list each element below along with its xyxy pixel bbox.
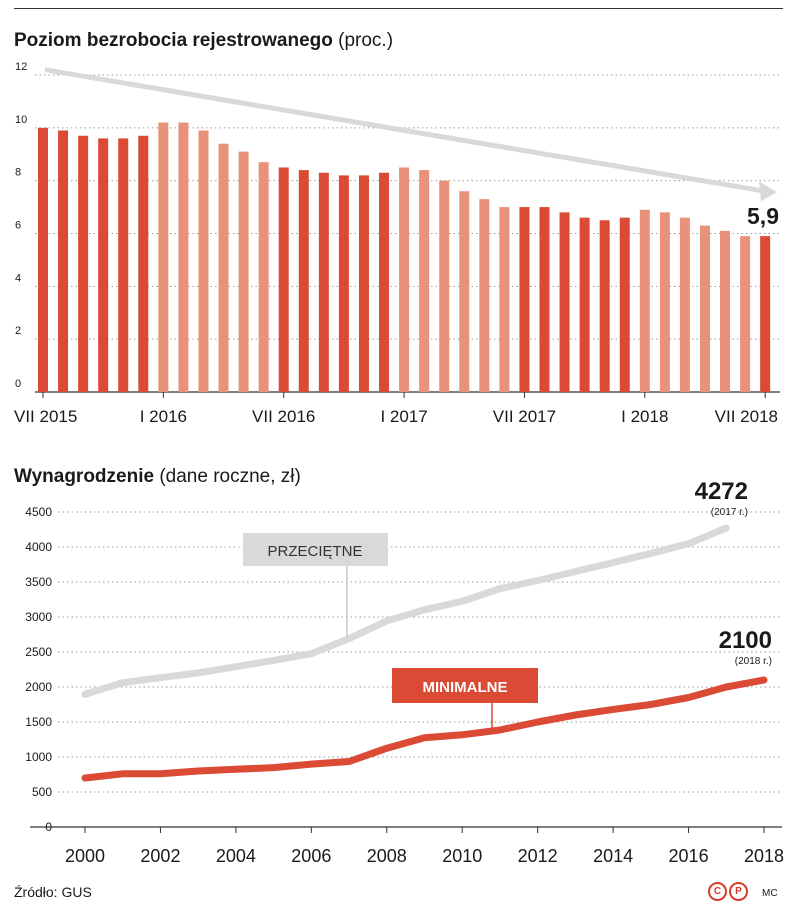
salary-y-tick-1000: 1000 <box>25 750 52 764</box>
average-end-note: (2017 r.) <box>711 507 748 518</box>
salary-x-tick-2004: 2004 <box>216 846 256 866</box>
bar-VII-2016 <box>278 167 289 392</box>
y-tick-10: 10 <box>15 114 27 126</box>
publisher-logo: C P <box>708 882 748 901</box>
bar-I-2016 <box>158 122 169 393</box>
y-tick-6: 6 <box>15 220 21 232</box>
y-tick-0: 0 <box>15 378 21 390</box>
bar-II-2016 <box>178 122 189 393</box>
minimum-series-label: MINIMALNE <box>423 679 508 696</box>
source-note: Źródło: GUS <box>14 884 92 900</box>
salary-y-tick-3000: 3000 <box>25 610 52 624</box>
bar-I-2017 <box>399 167 410 392</box>
bar-XI-2015 <box>118 138 129 392</box>
bar-V-2017 <box>479 199 490 392</box>
unemployment-subtitle: (proc.) <box>338 30 394 51</box>
salary-y-tick-1500: 1500 <box>25 715 52 729</box>
bar-III-2018 <box>679 217 690 392</box>
top-rule <box>14 8 783 9</box>
salary-x-tick-2014: 2014 <box>593 846 633 866</box>
unemployment-chart-title: Poziom bezrobocia rejestrowanego (proc.) <box>14 30 393 52</box>
bar-VIII-2015 <box>58 130 69 392</box>
salary-x-tick-2008: 2008 <box>367 846 407 866</box>
salary-y-tick-4000: 4000 <box>25 540 52 554</box>
bar-V-2018 <box>720 230 731 392</box>
salary-y-tick-2000: 2000 <box>25 680 52 694</box>
bar-IV-2018 <box>699 225 710 392</box>
salary-x-tick-2018: 2018 <box>744 846 784 866</box>
bar-XI-2016 <box>358 175 369 392</box>
bar-X-2017 <box>579 217 590 392</box>
y-tick-2: 2 <box>15 325 21 337</box>
y-tick-12: 12 <box>15 61 27 73</box>
bar-VIII-2017 <box>539 207 550 392</box>
salary-y-tick-4500: 4500 <box>25 505 52 519</box>
minimum-label-box <box>392 668 538 703</box>
bar-IV-2016 <box>218 143 229 392</box>
salary-y-tick-2500: 2500 <box>25 645 52 659</box>
average-label-box <box>243 533 388 566</box>
bar-X-2016 <box>338 175 349 392</box>
x-tick-VII-2017: VII 2017 <box>493 407 556 426</box>
bar-III-2017 <box>439 180 450 392</box>
trend-arrow-line <box>44 67 766 194</box>
salary-title-text: Wynagrodzenie <box>14 466 155 487</box>
bar-I-2018 <box>639 209 650 392</box>
salary-x-tick-2016: 2016 <box>669 846 709 866</box>
trend-arrow-head <box>759 181 777 202</box>
bar-VI-2018 <box>740 236 751 392</box>
minimum-end-note: (2018 r.) <box>735 656 772 667</box>
y-tick-4: 4 <box>15 272 21 284</box>
bar-XI-2017 <box>599 220 610 392</box>
bar-XII-2017 <box>619 217 630 392</box>
bar-XII-2016 <box>379 172 390 392</box>
logo-letter-p: P <box>729 882 748 901</box>
y-tick-8: 8 <box>15 167 21 179</box>
bar-VII-2015 <box>38 127 48 392</box>
series-line-minimum <box>81 676 768 782</box>
salary-x-tick-2002: 2002 <box>140 846 180 866</box>
bar-V-2016 <box>238 151 249 392</box>
bar-IX-2015 <box>78 135 89 392</box>
bar-VIII-2016 <box>298 170 309 392</box>
salary-chart-title: Wynagrodzenie (dane roczne, zł) <box>14 466 301 488</box>
average-series-label: PRZECIĘTNE <box>267 543 362 560</box>
bar-III-2016 <box>198 130 209 392</box>
bar-XII-2015 <box>138 135 149 392</box>
x-tick-I-2017: I 2017 <box>380 407 427 426</box>
x-tick-VII-2018: VII 2018 <box>715 407 778 426</box>
salary-x-tick-2006: 2006 <box>291 846 331 866</box>
bar-VII-2018 <box>760 236 771 392</box>
bar-VII-2017 <box>519 207 530 392</box>
author-initials: MC <box>762 888 778 899</box>
minimum-end-value: 2100 <box>719 627 772 654</box>
bar-IX-2017 <box>559 212 570 392</box>
salary-subtitle: (dane roczne, zł) <box>159 466 301 487</box>
salary-y-tick-3500: 3500 <box>25 575 52 589</box>
salary-y-tick-500: 500 <box>32 785 52 799</box>
average-end-value: 4272 <box>695 478 748 505</box>
bar-IV-2017 <box>459 191 470 392</box>
bar-II-2017 <box>419 170 430 392</box>
unemployment-title-text: Poziom bezrobocia rejestrowanego <box>14 30 333 51</box>
bar-VI-2017 <box>499 207 510 392</box>
x-tick-VII-2015: VII 2015 <box>14 407 77 426</box>
x-tick-I-2016: I 2016 <box>140 407 187 426</box>
x-tick-I-2018: I 2018 <box>621 407 668 426</box>
bar-VI-2016 <box>258 162 269 392</box>
salary-x-tick-2012: 2012 <box>518 846 558 866</box>
bar-IX-2016 <box>318 172 329 392</box>
salary-x-tick-2010: 2010 <box>442 846 482 866</box>
bar-II-2018 <box>659 212 670 392</box>
logo-letter-c: C <box>708 882 727 901</box>
salary-x-tick-2000: 2000 <box>65 846 105 866</box>
unemployment-end-value: 5,9 <box>747 203 779 229</box>
series-line-average <box>81 524 730 698</box>
bar-X-2015 <box>98 138 109 392</box>
x-tick-VII-2016: VII 2016 <box>252 407 315 426</box>
